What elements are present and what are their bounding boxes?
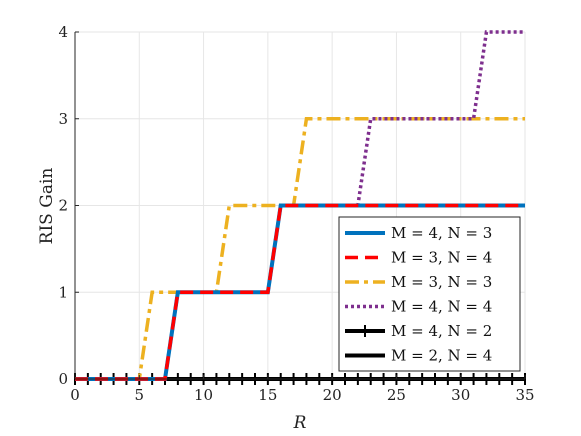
legend-label-5: M = 4, N = 2	[391, 322, 492, 340]
tick-labels: 0 5 10 15 20 25 30 35 0 1 2 3 4	[58, 23, 534, 404]
y-tick-label: 4	[58, 23, 68, 41]
x-tick-label: 25	[387, 386, 406, 404]
legend-label-3: M = 3, N = 3	[391, 273, 492, 291]
legend: M = 4, N = 3 M = 3, N = 4 M = 3, N = 3 M = …	[338, 216, 521, 372]
x-tick-label: 10	[194, 386, 213, 404]
legend-label-1: M = 4, N = 3	[391, 224, 492, 242]
y-tick-label: 2	[58, 197, 68, 215]
x-tick-label: 5	[135, 386, 145, 404]
x-tick-label: 30	[451, 386, 470, 404]
legend-label-6: M = 2, N = 4	[391, 347, 492, 365]
x-tick-label: 35	[515, 386, 534, 404]
x-tick-label: 20	[323, 386, 342, 404]
legend-label-4: M = 4, N = 4	[391, 298, 492, 316]
x-tick-label: 0	[70, 386, 80, 404]
y-axis-label: RIS Gain	[37, 168, 57, 245]
x-tick-label: 15	[258, 386, 277, 404]
y-tick-label: 0	[58, 370, 68, 388]
axes	[74, 31, 526, 380]
x-axis-label: R	[293, 413, 307, 433]
series-line-3	[75, 117, 525, 381]
y-tick-label: 3	[58, 110, 68, 128]
series-line-2	[75, 203, 525, 381]
legend-label-2: M = 3, N = 4	[391, 249, 492, 267]
legend-box	[338, 216, 521, 372]
y-tick-label: 1	[58, 283, 68, 301]
